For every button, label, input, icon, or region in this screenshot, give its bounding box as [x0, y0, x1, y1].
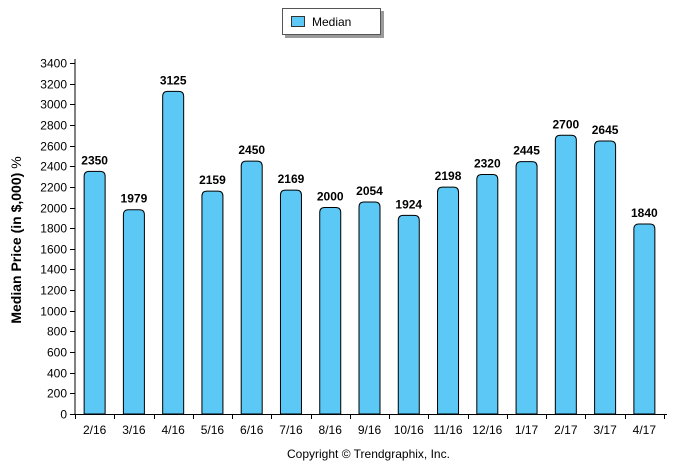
y-tick-label: 1200	[40, 284, 67, 298]
y-tick-label: 1000	[40, 305, 67, 319]
x-tick-label: 12/16	[472, 423, 502, 437]
y-tick-label: 3000	[40, 98, 67, 112]
bar-series-median	[83, 90, 656, 415]
data-label: 2450	[238, 143, 265, 157]
x-tick-label: 4/16	[161, 423, 185, 437]
bar	[279, 189, 302, 415]
data-label: 2645	[592, 123, 619, 137]
bar	[633, 223, 656, 415]
legend-label-median: Median	[312, 15, 352, 29]
x-tick-label: 7/16	[279, 423, 303, 437]
bar	[122, 209, 145, 415]
y-tick-label: 2800	[40, 119, 67, 133]
y-tick-label: 2600	[40, 140, 67, 154]
data-label: 1979	[121, 192, 148, 206]
y-tick-label: 2400	[40, 160, 67, 174]
x-tick-label: 4/17	[633, 423, 657, 437]
bar	[240, 160, 263, 415]
x-tick-label: 5/16	[201, 423, 225, 437]
bar	[162, 90, 185, 415]
y-tick-label: 0	[60, 408, 67, 422]
x-tick-label: 8/16	[319, 423, 343, 437]
bar	[594, 140, 617, 415]
y-axis-label-text: Median Price (in $,000)	[8, 172, 24, 324]
data-label: 2000	[317, 190, 344, 204]
legend-swatch-median	[291, 16, 305, 27]
y-tick-label: 1800	[40, 222, 67, 236]
y-axis: 0 200 400 600 800 1000 1200 1400 1600 1800 2000 220…	[40, 57, 76, 422]
data-label: 3125	[160, 73, 187, 87]
bar	[554, 134, 577, 415]
y-axis-label-unit: %	[8, 156, 24, 169]
bar	[515, 161, 538, 415]
x-tick-label: 3/16	[122, 423, 146, 437]
data-label: 2054	[356, 184, 383, 198]
y-axis-label: Median Price (in $,000) %	[8, 156, 24, 323]
data-label: 2350	[81, 153, 108, 167]
x-tick-label: 3/17	[593, 423, 617, 437]
data-label: 2159	[199, 173, 226, 187]
x-tick-label: 1/17	[515, 423, 539, 437]
y-tick-label: 200	[47, 387, 67, 401]
data-label: 2445	[513, 144, 540, 158]
legend: Median	[282, 8, 381, 35]
bar	[201, 190, 224, 415]
y-tick-label: 400	[47, 367, 67, 381]
bar	[319, 207, 342, 415]
data-label: 2169	[278, 172, 305, 186]
x-tick-label: 11/16	[433, 423, 462, 437]
y-tick-label: 3400	[40, 57, 67, 71]
bar	[397, 214, 420, 415]
bar	[358, 201, 381, 415]
y-tick-label: 2000	[40, 202, 67, 216]
x-tick-label: 10/16	[394, 423, 424, 437]
x-tick-label: 2/16	[83, 423, 107, 437]
x-axis: 2/16 3/16 4/16 5/16 6/16 7/16 8/16 9/16 10/16 11/…	[75, 414, 667, 437]
y-tick-label: 1600	[40, 243, 67, 257]
x-tick-label: 6/16	[240, 423, 264, 437]
y-tick-label: 2200	[40, 181, 67, 195]
data-labels: 2350 1979 3125 2159 2450 2169 2000 2054 1924 2198…	[81, 73, 658, 220]
copyright-text: Copyright © Trendgraphix, Inc.	[287, 447, 450, 461]
y-tick-label: 800	[47, 325, 67, 339]
y-tick-label: 600	[47, 346, 67, 360]
data-label: 1924	[395, 197, 422, 211]
data-label: 2700	[552, 117, 579, 131]
bar	[476, 173, 499, 415]
data-label: 2320	[474, 156, 501, 170]
x-tick-label: 2/17	[554, 423, 578, 437]
data-label: 2198	[435, 169, 462, 183]
x-tick-label: 9/16	[358, 423, 382, 437]
data-label: 1840	[631, 206, 658, 220]
bar	[437, 186, 460, 415]
y-tick-label: 1400	[40, 263, 67, 277]
y-tick-label: 3200	[40, 78, 67, 92]
bar	[83, 170, 106, 415]
